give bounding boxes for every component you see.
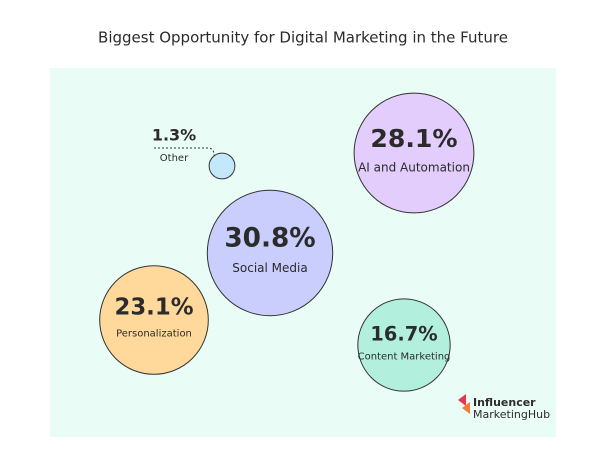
chart-title: Biggest Opportunity for Digital Marketin…: [98, 29, 508, 47]
value-label: 28.1%: [370, 124, 457, 153]
value-label: 23.1%: [114, 295, 193, 321]
value-label: 30.8%: [224, 224, 315, 254]
bubble: [99, 265, 209, 375]
bubble: [353, 92, 475, 214]
logo-text: Influencer: [473, 396, 536, 409]
category-label: Social Media: [232, 261, 307, 275]
category-label: AI and Automation: [358, 160, 470, 174]
category-label: Content Marketing: [358, 352, 451, 363]
bubble: [206, 189, 334, 317]
logo-text: MarketingHub: [473, 408, 550, 421]
logo-icon: [458, 394, 466, 406]
category-label: Other: [160, 153, 189, 164]
bubble: [208, 152, 236, 180]
value-label: 1.3%: [152, 126, 196, 145]
category-label: Personalization: [116, 329, 192, 340]
bubble: [357, 298, 451, 392]
value-label: 16.7%: [370, 322, 437, 345]
logo-icon: [462, 402, 470, 414]
logo: Influencer MarketingHub: [458, 394, 550, 421]
